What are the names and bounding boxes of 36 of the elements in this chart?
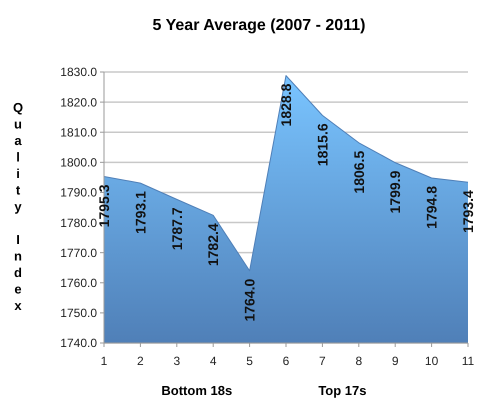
x-tick-label: 3 (173, 354, 180, 368)
y-tick-label: 1830.0 (60, 65, 98, 80)
text: Quality Index (12, 100, 24, 313)
x-tick-label: 11 (462, 354, 475, 368)
y-tick-label: 1790.0 (60, 186, 98, 200)
y-tick-label: 1810.0 (60, 125, 98, 140)
data-label: 1787.7 (168, 207, 185, 250)
y-tick-label: 1760.0 (60, 276, 98, 290)
data-label: 1794.8 (424, 186, 440, 229)
data-label: 1815.6 (314, 123, 330, 166)
y-tick-label: 1750.0 (60, 306, 98, 320)
x-tick-label: 6 (282, 354, 290, 368)
data-label: 1828.8 (278, 83, 294, 126)
x-tick-label: 8 (355, 354, 362, 368)
data-label: 1793.1 (132, 190, 148, 234)
chart-title: 5 Year Average (2007 - 2011) (152, 17, 366, 34)
y-tick-label: 1780.0 (60, 216, 98, 230)
y-tick-label: 1820.0 (60, 95, 98, 110)
y-tick-label: 1740.0 (60, 336, 98, 350)
y-tick-label: 1770.0 (60, 246, 98, 260)
x-tick-label: 5 (246, 354, 254, 368)
x-tick-label: 10 (424, 354, 439, 368)
data-label: 1799.9 (387, 170, 404, 214)
data-label: 1806.5 (350, 150, 367, 194)
x-tick-label: 9 (392, 354, 399, 368)
data-label: 1795.3 (96, 184, 112, 228)
x-tick-label: 7 (319, 354, 326, 368)
x-tick-label: 2 (137, 354, 144, 368)
x-tick-label: 4 (210, 354, 217, 368)
x-tick-label: 1 (100, 354, 108, 368)
data-label: 1782.4 (205, 223, 222, 266)
y-tick-label: 1800.0 (60, 156, 98, 170)
data-label: 1793.4 (460, 190, 476, 234)
text: Bottom 18s (161, 383, 232, 398)
data-label: 1764.0 (242, 278, 258, 322)
text: Top 17s (318, 383, 366, 398)
